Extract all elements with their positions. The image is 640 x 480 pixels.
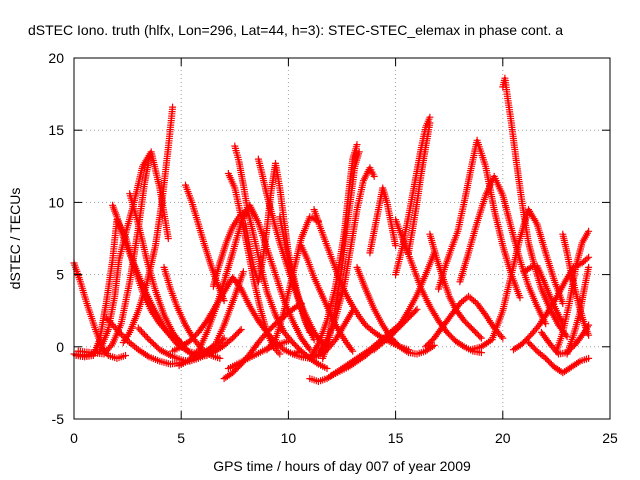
series-markers	[559, 230, 593, 339]
x-tick-label: 15	[388, 430, 404, 446]
series-markers	[422, 292, 507, 351]
series	[467, 206, 567, 354]
y-tick-label: 5	[56, 267, 64, 283]
series	[353, 263, 438, 358]
plot-frame	[73, 57, 611, 420]
series-markers	[319, 148, 363, 362]
series	[559, 230, 593, 339]
series	[392, 113, 434, 279]
series-markers	[499, 74, 571, 341]
x-tick-label: 25	[602, 430, 618, 446]
series	[435, 136, 524, 302]
series-markers	[426, 230, 485, 342]
x-tick-label: 20	[495, 430, 511, 446]
x-tick-label: 0	[70, 430, 78, 446]
y-tick-label: 10	[48, 194, 64, 210]
x-tick-labels: 0 5 10 15 20 25	[70, 430, 618, 446]
series	[175, 201, 314, 370]
series	[525, 339, 593, 377]
series	[456, 172, 550, 328]
ticks	[73, 57, 611, 420]
y-tick-label: 15	[48, 122, 64, 138]
y-tick-label: -5	[52, 411, 65, 427]
series	[231, 142, 331, 372]
y-tick-label: 0	[56, 339, 64, 355]
y-axis-label: dSTEC / TECUs	[7, 188, 23, 290]
data-layer	[70, 74, 593, 385]
series-markers	[520, 262, 567, 328]
series-markers	[467, 206, 567, 354]
series	[520, 262, 567, 328]
series	[263, 213, 322, 354]
series-markers	[353, 263, 438, 358]
x-axis-label: GPS time / hours of day 007 of year 2009	[213, 458, 471, 474]
series-markers	[405, 119, 434, 257]
series-markers	[175, 201, 314, 370]
series	[319, 148, 363, 362]
series-markers	[525, 339, 593, 377]
series	[366, 184, 400, 257]
series-markers	[263, 213, 322, 354]
series	[426, 230, 485, 342]
y-tick-labels: -5 0 5 10 15 20	[48, 50, 64, 427]
series-markers	[563, 263, 593, 358]
series	[276, 213, 314, 336]
series	[405, 119, 434, 257]
x-tick-label: 5	[177, 430, 185, 446]
series-markers	[366, 184, 400, 257]
y-tick-label: 20	[48, 50, 64, 66]
series	[499, 74, 571, 341]
series-markers	[435, 136, 524, 302]
series	[563, 263, 593, 358]
series-markers	[456, 172, 550, 328]
series	[422, 292, 507, 351]
chart-title: dSTEC Iono. truth (hlfx, Lon=296, Lat=44…	[28, 22, 563, 38]
series-markers	[276, 213, 314, 336]
x-tick-label: 10	[281, 430, 297, 446]
series-markers	[392, 113, 434, 279]
series-markers	[231, 142, 331, 372]
